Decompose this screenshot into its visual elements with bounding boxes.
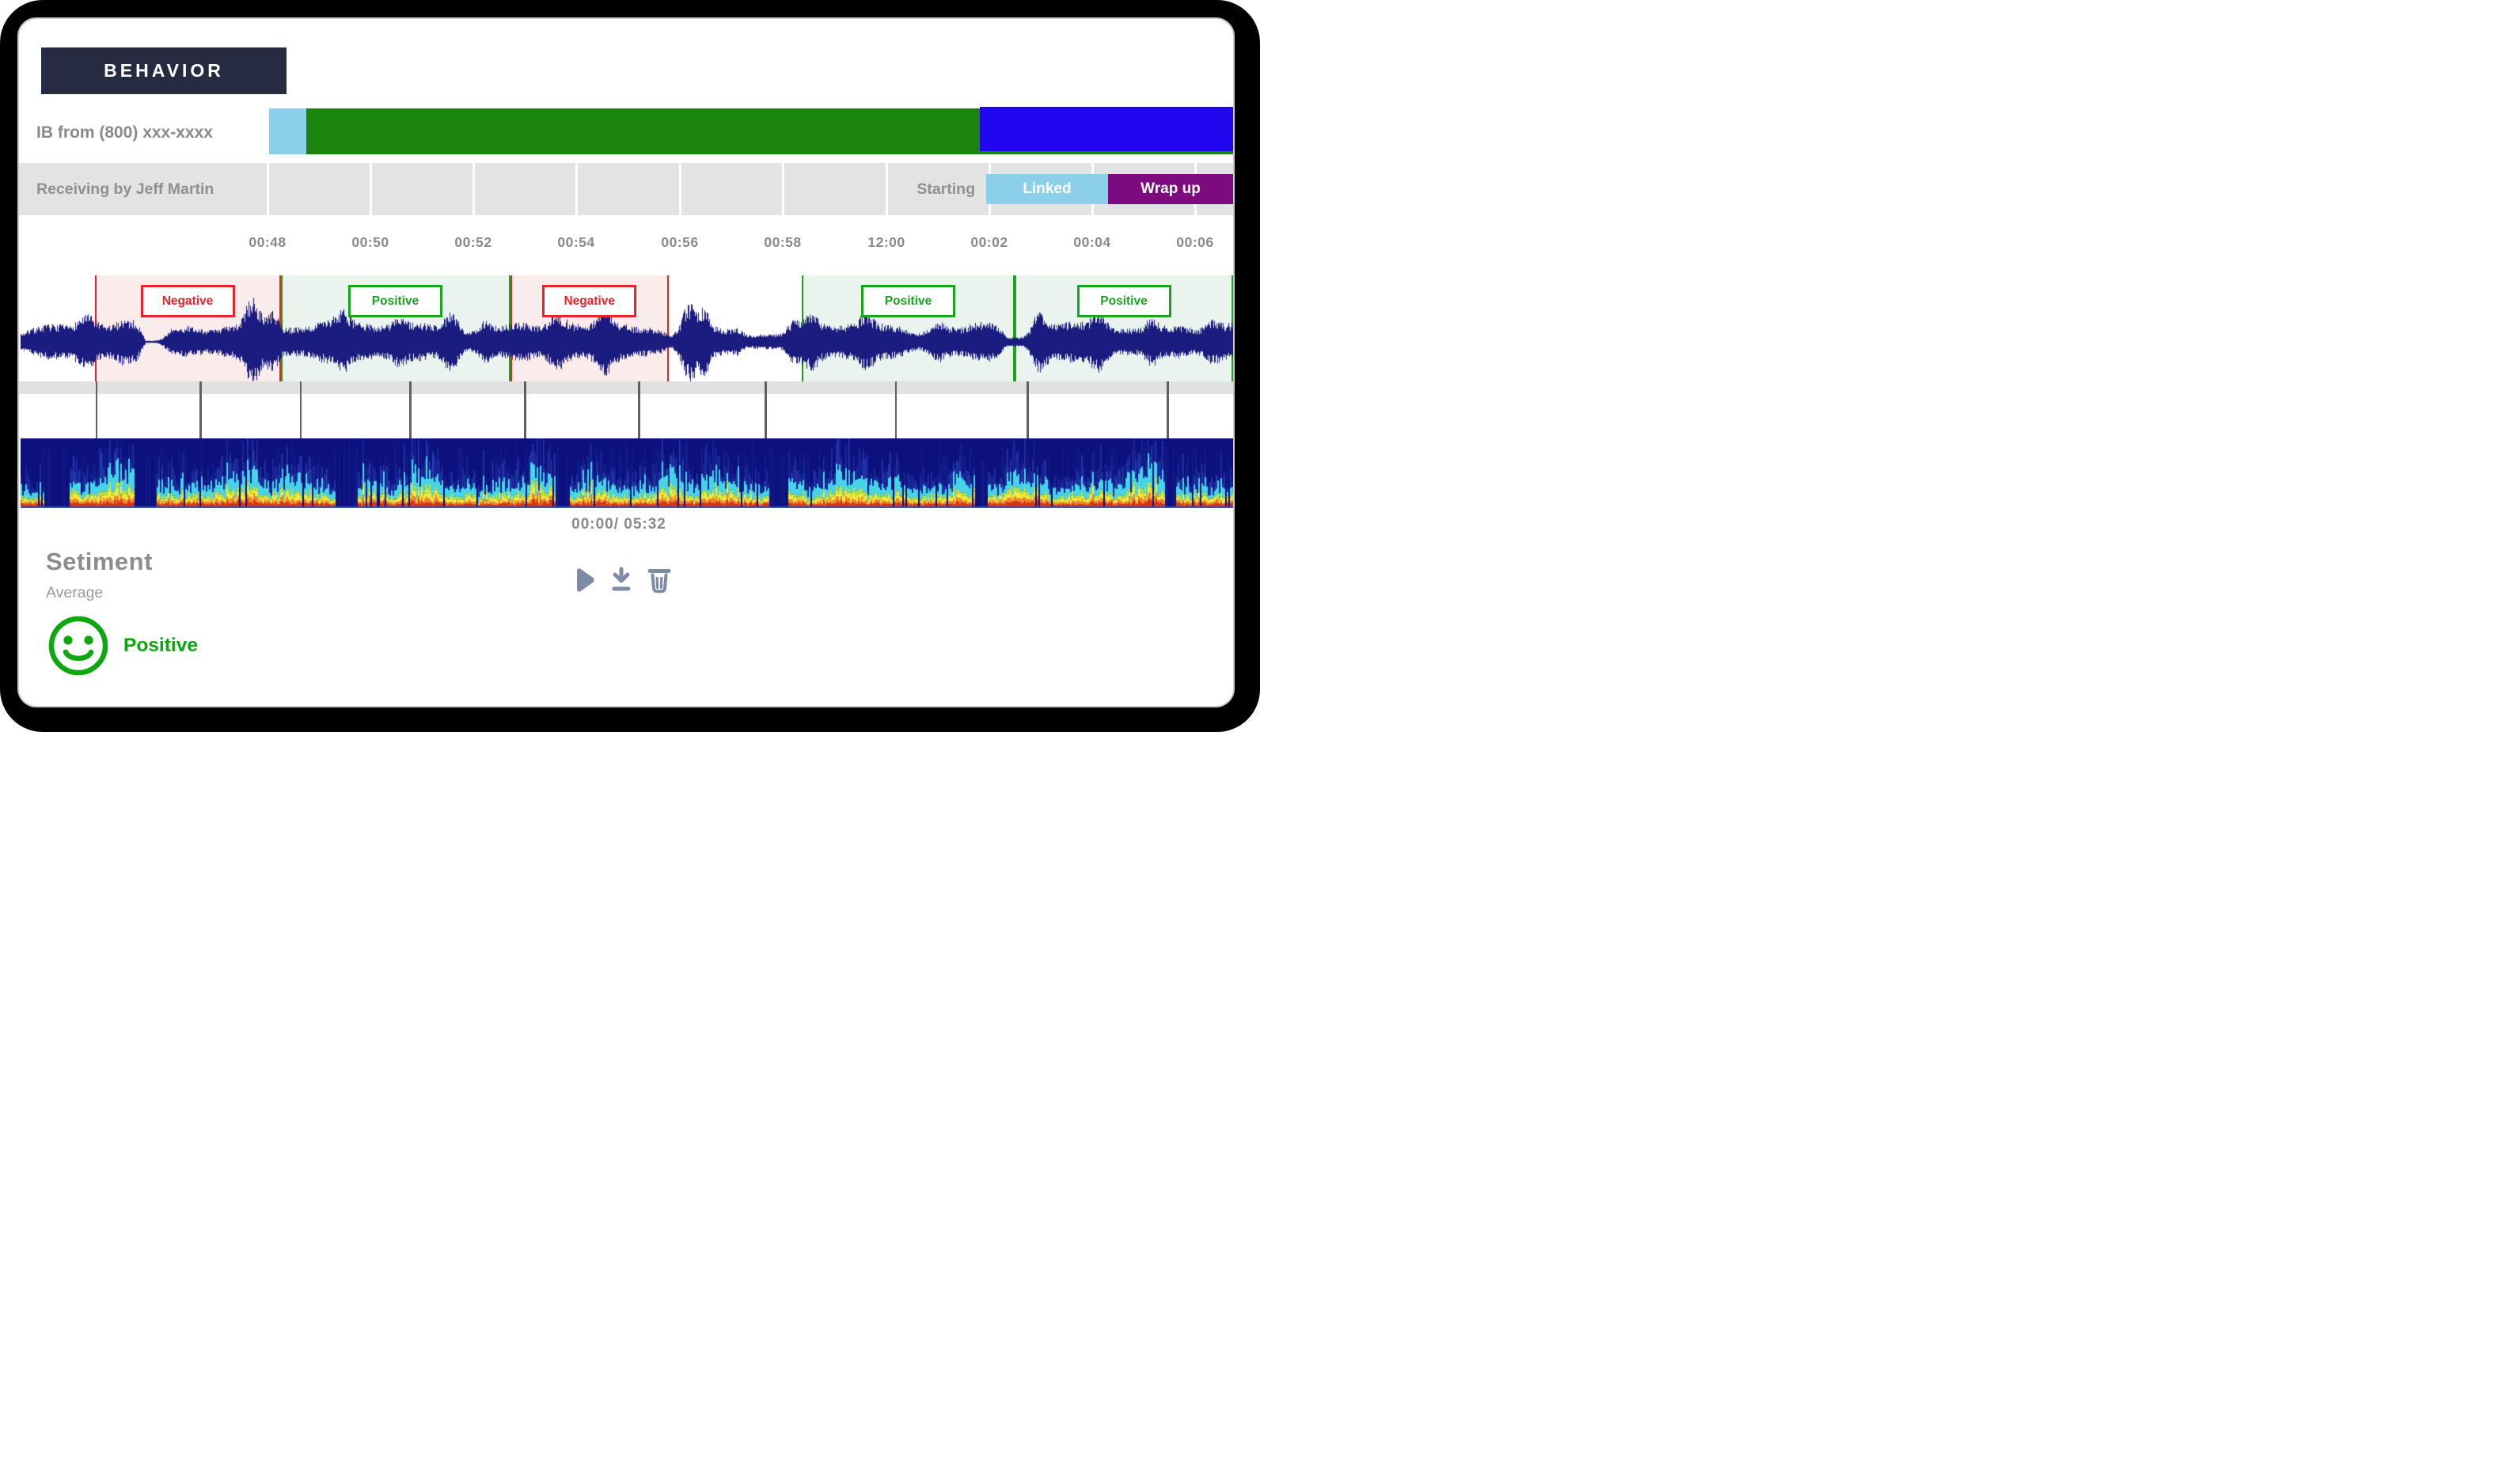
scrubber-marker-line bbox=[524, 381, 526, 438]
scrubber-marker-line bbox=[638, 381, 640, 438]
download-icon[interactable] bbox=[607, 566, 636, 594]
scrubber-marker-line bbox=[894, 381, 897, 438]
sentiment-region-label: Negative bbox=[542, 285, 637, 317]
sentiment-section-title: Setiment bbox=[46, 548, 153, 575]
timeline-tick: 00:50 bbox=[351, 234, 389, 250]
call-behavior-bar bbox=[269, 107, 1233, 154]
timeline-tick: 00:52 bbox=[454, 234, 492, 250]
trash-icon[interactable] bbox=[646, 565, 673, 595]
grid-divider bbox=[266, 163, 269, 215]
player-controls bbox=[571, 565, 673, 595]
sentiment-region-label: Positive bbox=[1076, 285, 1171, 317]
scrubber-marker-line bbox=[1027, 381, 1029, 438]
scrubber-marker-line bbox=[95, 381, 97, 438]
timeline-tick: 00:58 bbox=[764, 234, 802, 250]
timeline-tick: 00:06 bbox=[1176, 234, 1214, 250]
sentiment-region-label: Negative bbox=[140, 285, 235, 317]
scrubber-marker-line bbox=[409, 381, 412, 438]
scrubber-marker-line bbox=[765, 381, 767, 438]
scrubber-marker-line bbox=[199, 381, 202, 438]
grid-divider bbox=[678, 163, 681, 215]
scrubber-marker-line bbox=[299, 381, 302, 438]
timeline-tick: 00:02 bbox=[970, 234, 1008, 250]
sentiment-region-label: Positive bbox=[348, 285, 442, 317]
stage-starting-label: Starting bbox=[917, 180, 975, 198]
smiley-positive-icon bbox=[48, 616, 108, 676]
page-title: BEHAVIOR bbox=[41, 47, 287, 94]
timeline-tick: 00:56 bbox=[661, 234, 699, 250]
call-bar-segment-wrap-up bbox=[980, 107, 1233, 151]
grid-divider bbox=[369, 163, 372, 215]
call-bar-segment-starting bbox=[269, 108, 306, 154]
play-button[interactable] bbox=[571, 566, 597, 594]
spectrogram-canvas[interactable] bbox=[21, 438, 1233, 508]
agent-stage-row: Receiving by Jeff Martin Starting Linked… bbox=[19, 163, 1233, 215]
call-direction-label: IB from (800) xxx-xxxx bbox=[36, 123, 213, 142]
app-panel: BEHAVIOR IB from (800) xxx-xxxx Receivin… bbox=[17, 17, 1235, 707]
screenshot-stage: BEHAVIOR IB from (800) xxx-xxxx Receivin… bbox=[0, 0, 1260, 732]
timeline-tick: 00:48 bbox=[249, 234, 287, 250]
timeline-tick: 00:54 bbox=[557, 234, 595, 250]
timeline-tick: 00:04 bbox=[1073, 234, 1111, 250]
playback-time: 00:00/ 05:32 bbox=[571, 516, 666, 533]
scrubber-strip[interactable] bbox=[19, 381, 1233, 394]
stage-chip-wrap-up: Wrap up bbox=[1108, 174, 1233, 204]
agent-label: Receiving by Jeff Martin bbox=[36, 180, 214, 198]
grid-divider bbox=[472, 163, 475, 215]
scrubber-marker-line bbox=[1167, 381, 1169, 438]
timeline-ruler: 00:48 00:50 00:52 00:54 00:56 00:58 12:00 00:02… bbox=[19, 234, 1233, 253]
sentiment-average-label: Average bbox=[46, 584, 104, 601]
stage-chip-linked: Linked bbox=[986, 174, 1108, 204]
grid-divider bbox=[575, 163, 578, 215]
timeline-tick: 12:00 bbox=[867, 234, 905, 250]
grid-divider bbox=[885, 163, 888, 215]
sentiment-region-label: Positive bbox=[861, 285, 955, 317]
grid-divider bbox=[781, 163, 784, 215]
sentiment-value: Positive bbox=[123, 635, 198, 656]
